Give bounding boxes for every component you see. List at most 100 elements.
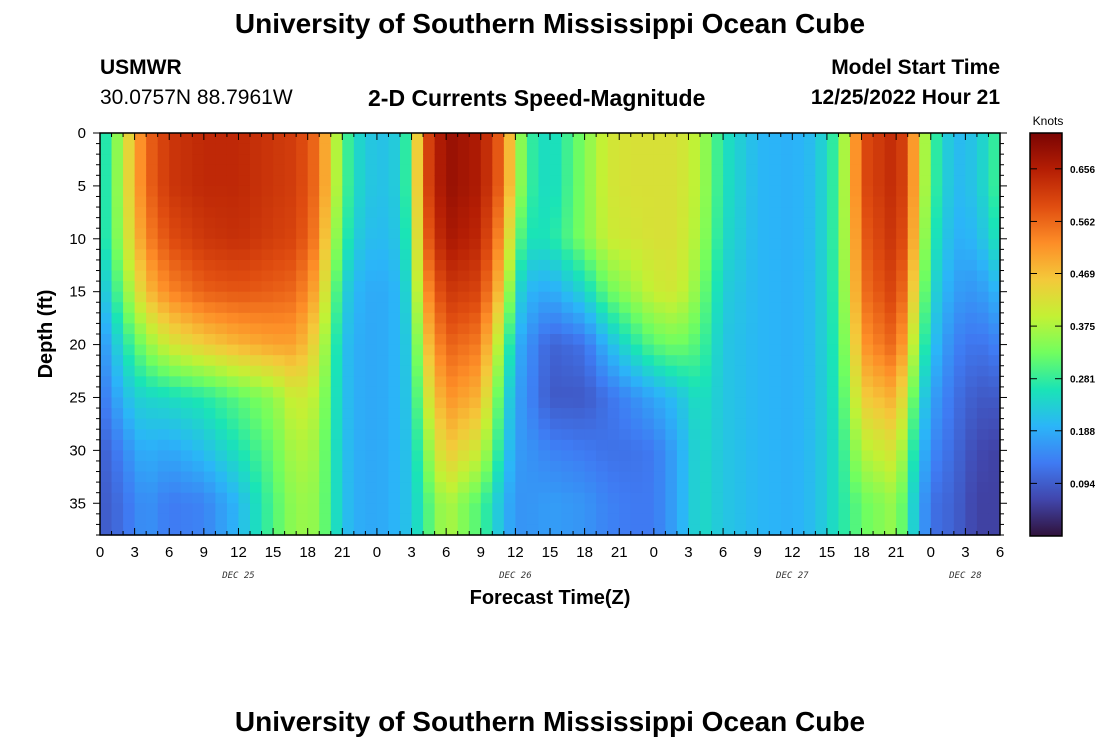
heatmap-cell (238, 249, 251, 261)
heatmap-cell (123, 376, 136, 388)
heatmap-cell (642, 207, 655, 219)
heatmap-cell (665, 228, 678, 240)
heatmap-cell (376, 312, 390, 325)
heatmap-cell (284, 259, 297, 272)
heatmap-cell (596, 397, 609, 409)
heatmap-cell (538, 228, 551, 240)
heatmap-cell (330, 249, 343, 261)
heatmap-cell (769, 154, 782, 166)
heatmap-cell (111, 439, 124, 451)
heatmap-cell (850, 133, 863, 145)
heatmap-cell (711, 312, 724, 325)
colorbar-tick-label: 0.094 (1070, 479, 1095, 490)
heatmap-cell (850, 249, 863, 261)
heatmap-cell (203, 365, 216, 377)
heatmap-cell (803, 429, 816, 441)
heatmap-cell (700, 429, 713, 441)
heatmap-cell (723, 175, 736, 187)
heatmap-cell (284, 207, 297, 219)
heatmap-cell (100, 270, 113, 282)
heatmap-cell (630, 408, 643, 420)
heatmap-cell (365, 429, 378, 441)
heatmap-cell (446, 386, 459, 399)
heatmap-cell (388, 323, 401, 335)
heatmap-cell (111, 185, 124, 198)
heatmap-cell (100, 281, 113, 293)
heatmap-cell (434, 143, 447, 155)
heatmap-cell (665, 482, 678, 494)
heatmap-cell (815, 450, 828, 462)
heatmap-cell (850, 460, 863, 473)
heatmap-cell (757, 164, 770, 176)
heatmap-cell (907, 355, 920, 367)
heatmap-cell (734, 323, 747, 335)
heatmap-cell (307, 418, 320, 430)
heatmap-cell (884, 217, 897, 229)
heatmap-cell (976, 365, 990, 377)
heatmap-cell (930, 365, 943, 377)
heatmap-cell (446, 344, 459, 356)
heatmap-cell (123, 323, 136, 335)
heatmap-cell (319, 492, 332, 504)
heatmap-cell (538, 238, 551, 250)
heatmap-cell (250, 164, 263, 176)
heatmap-cell (953, 334, 966, 346)
heatmap-cell (942, 429, 955, 441)
heatmap-cell (953, 154, 966, 166)
heatmap-cell (584, 439, 597, 451)
heatmap-cell (469, 196, 482, 208)
heatmap-cell (723, 376, 736, 388)
heatmap-cell (573, 386, 586, 399)
heatmap-cell (469, 513, 482, 526)
heatmap-cell (376, 133, 390, 145)
heatmap-cell (873, 217, 886, 229)
heatmap-cell (976, 492, 990, 504)
heatmap-cell (192, 133, 205, 145)
heatmap-cell (180, 355, 193, 367)
heatmap-cell (376, 175, 390, 187)
colorbar-gradient (1029, 132, 1063, 537)
heatmap-cell (965, 513, 978, 526)
heatmap-cell (400, 524, 413, 536)
heatmap-cell (180, 408, 193, 420)
heatmap-cell (446, 217, 459, 229)
heatmap-cell (930, 503, 943, 515)
heatmap-cell (930, 460, 943, 473)
heatmap-cell (134, 164, 147, 176)
heatmap-cell (134, 217, 147, 229)
heatmap-cell (411, 397, 424, 409)
heatmap-cell (423, 228, 436, 240)
heatmap-cell (157, 524, 170, 536)
heatmap-cell (630, 503, 643, 515)
heatmap-cell (734, 365, 747, 377)
heatmap-cell (376, 513, 390, 526)
heatmap-cell (803, 249, 816, 261)
heatmap-cell (803, 312, 816, 325)
heatmap-cell (365, 397, 378, 409)
heatmap-cell (353, 334, 366, 346)
heatmap-cell (100, 376, 113, 388)
heatmap-cell (215, 291, 228, 303)
heatmap-cell (492, 228, 505, 240)
heatmap-cell (411, 418, 424, 430)
heatmap-cell (226, 376, 240, 388)
heatmap-cell (203, 408, 216, 420)
heatmap-cell (953, 503, 966, 515)
heatmap-cell (330, 471, 343, 483)
heatmap-cell (180, 334, 193, 346)
heatmap-cell (907, 344, 920, 356)
heatmap-cell (180, 524, 193, 536)
heatmap-cell (780, 259, 793, 272)
heatmap-cell (953, 365, 966, 377)
heatmap-cell (769, 291, 782, 303)
heatmap-cell (492, 334, 505, 346)
heatmap-cell (192, 217, 205, 229)
heatmap-cell (550, 334, 563, 346)
heatmap-cell (503, 450, 516, 462)
heatmap-cell (930, 355, 943, 367)
heatmap-cell (873, 503, 886, 515)
heatmap-cell (376, 217, 390, 229)
heatmap-cell (411, 302, 424, 314)
heatmap-cell (700, 228, 713, 240)
heatmap-cell (342, 270, 355, 282)
